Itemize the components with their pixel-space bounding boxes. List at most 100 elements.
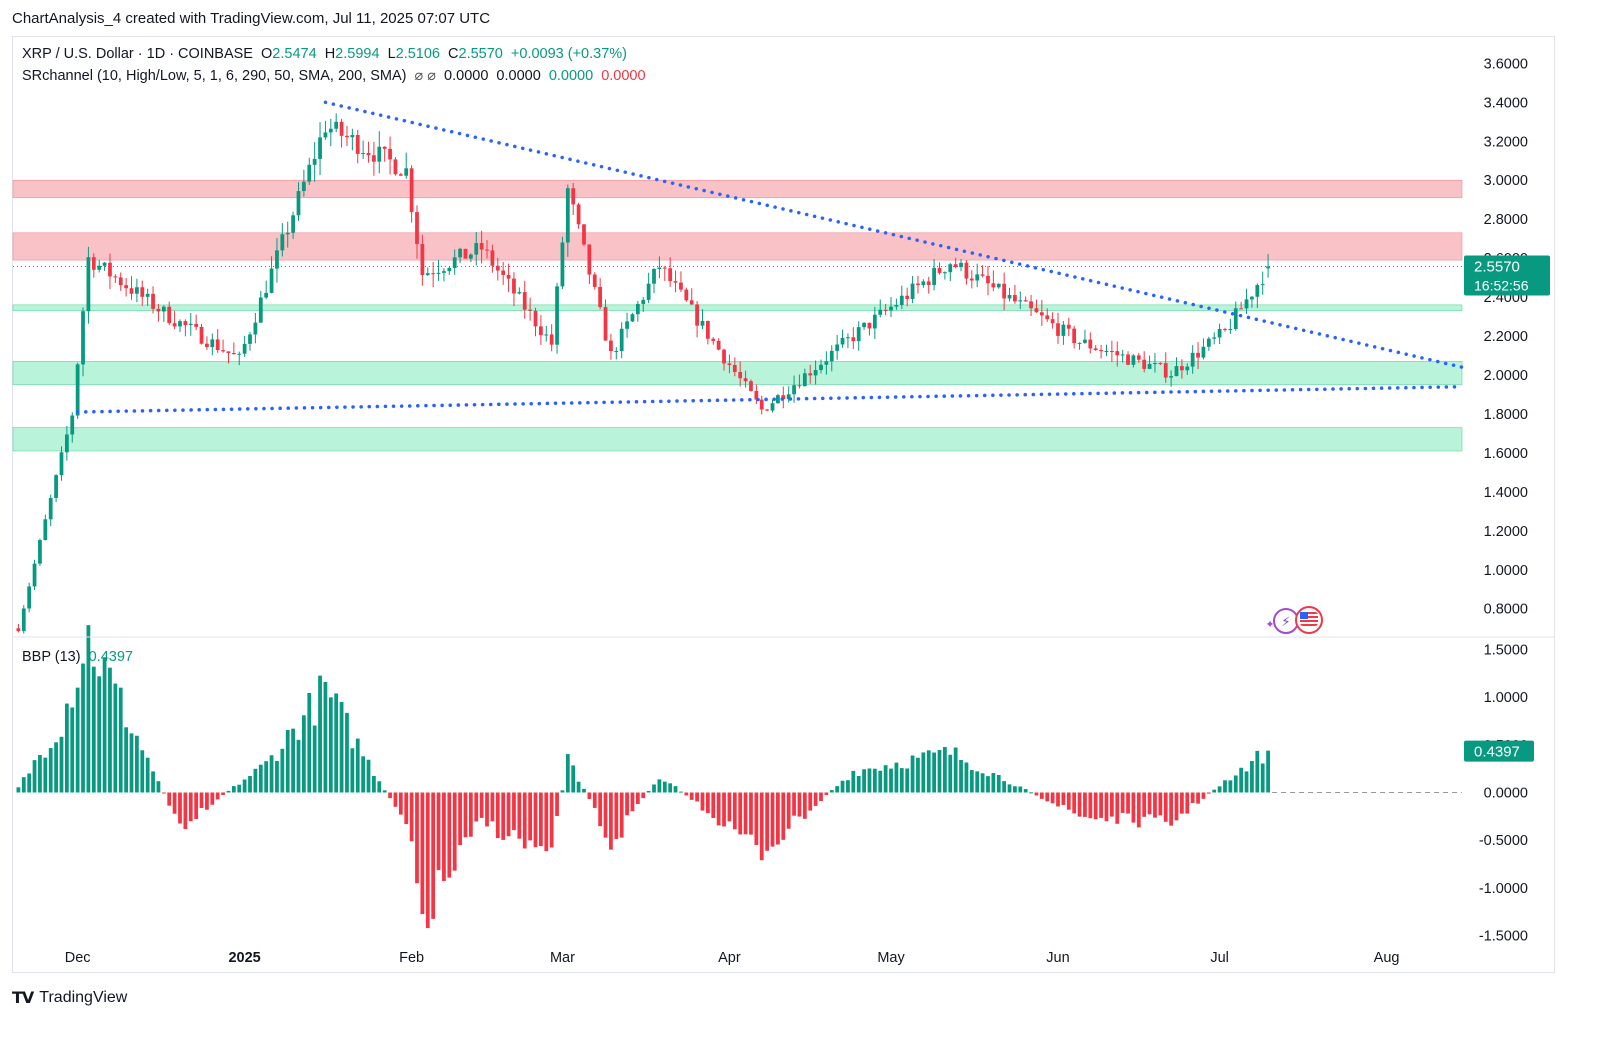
time-tick-label: Dec bbox=[65, 950, 91, 966]
bbp-bar bbox=[1142, 792, 1147, 817]
candle-body bbox=[522, 292, 527, 310]
bbp-bar bbox=[544, 792, 549, 852]
bbp-bar bbox=[194, 792, 199, 819]
bbp-bar bbox=[135, 735, 139, 793]
candle-body bbox=[366, 153, 371, 156]
bbp-bar bbox=[630, 792, 635, 812]
time-tick-label: Mar bbox=[550, 950, 575, 966]
candle-body bbox=[668, 268, 673, 282]
candle-body bbox=[1180, 366, 1184, 371]
ohlc-open: O2.5474 bbox=[261, 46, 317, 62]
bbp-bar bbox=[161, 792, 166, 794]
bbp-bar bbox=[495, 792, 500, 839]
candle-body bbox=[490, 250, 495, 266]
candle-body bbox=[1050, 319, 1055, 324]
bbp-bar bbox=[872, 768, 877, 793]
candle-body bbox=[102, 262, 107, 266]
bbp-bar bbox=[318, 675, 322, 793]
bbp-bar bbox=[1136, 792, 1141, 828]
bbp-bar bbox=[1077, 792, 1082, 817]
bbp-bar bbox=[382, 790, 387, 793]
bbp-bar bbox=[215, 792, 220, 800]
indicator-title[interactable]: SRchannel (10, High/Low, 5, 1, 6, 290, 5… bbox=[22, 68, 407, 84]
candle-body bbox=[1201, 346, 1206, 358]
candle-body bbox=[856, 327, 861, 342]
candle-body bbox=[32, 563, 37, 587]
candle-body bbox=[210, 339, 215, 348]
bbp-bar bbox=[468, 792, 473, 837]
candle-body bbox=[425, 273, 430, 276]
flag-stripe bbox=[1300, 622, 1318, 624]
candle-body bbox=[118, 277, 123, 286]
price-tags[interactable]: 2.5570 16:52:56 0.4397 bbox=[1464, 255, 1550, 762]
bbp-bar bbox=[975, 771, 980, 793]
candle-body bbox=[808, 373, 813, 376]
bbp-bar bbox=[652, 784, 656, 793]
candle-body bbox=[797, 385, 802, 387]
bbp-bar bbox=[442, 792, 446, 881]
candle-body bbox=[167, 306, 172, 324]
price-tick-label: 3.4000 bbox=[1484, 95, 1528, 111]
bbp-bar bbox=[21, 777, 26, 793]
bbp-bar bbox=[140, 750, 145, 793]
bbp-value-tag[interactable] bbox=[1464, 740, 1534, 762]
candle-body bbox=[1217, 328, 1222, 338]
candle-body bbox=[442, 271, 446, 273]
bbp-bar bbox=[1056, 792, 1060, 807]
candle-body bbox=[916, 283, 920, 286]
sparkle-icon: ✦ bbox=[1265, 619, 1274, 631]
indicator-value-2: 0.0000 bbox=[496, 68, 541, 84]
candle-body bbox=[129, 288, 134, 294]
bbp-bar bbox=[959, 759, 963, 793]
price-tick-label: 3.6000 bbox=[1484, 56, 1528, 72]
candle-body bbox=[1109, 351, 1114, 353]
bbp-bar bbox=[522, 792, 527, 849]
resistance-zone bbox=[12, 232, 1463, 261]
candle-body bbox=[555, 286, 559, 345]
bbp-bar bbox=[458, 792, 462, 846]
symbol-title[interactable]: XRP / U.S. Dollar · 1D · COINBASE bbox=[22, 46, 253, 62]
bbp-bar bbox=[1217, 786, 1222, 793]
candle-body bbox=[231, 352, 236, 355]
bbp-bar bbox=[490, 792, 495, 822]
bbp-tick-label: -0.5000 bbox=[1479, 833, 1528, 849]
candle-body bbox=[722, 349, 726, 364]
candle-body bbox=[829, 350, 834, 362]
candle-body bbox=[1104, 351, 1109, 353]
candle-body bbox=[528, 309, 533, 311]
sr-zones bbox=[12, 179, 1463, 452]
candle-body bbox=[689, 300, 694, 305]
candle-body bbox=[1088, 339, 1093, 349]
candle-body bbox=[199, 326, 204, 344]
bbp-bar bbox=[1239, 767, 1244, 793]
lightning-icon: ⚡ bbox=[1281, 614, 1290, 629]
bbp-bar bbox=[1196, 792, 1200, 804]
candle-body bbox=[1174, 366, 1179, 377]
bbp-bar bbox=[786, 792, 791, 829]
bbp-value: 0.4397 bbox=[88, 649, 133, 665]
bbp-bar bbox=[695, 792, 699, 802]
bbp-bar bbox=[679, 791, 683, 793]
bbp-bar bbox=[797, 792, 802, 817]
bbp-bar bbox=[587, 792, 592, 799]
tradingview-logo[interactable]: 𝗧𝗩 TradingView bbox=[12, 988, 127, 1008]
last-price-tag[interactable] bbox=[1464, 255, 1550, 296]
bbp-bar bbox=[54, 742, 58, 793]
bbp-bar bbox=[323, 681, 328, 793]
bbp-bar bbox=[1174, 792, 1179, 821]
bbp-bar bbox=[248, 776, 252, 793]
ohlc-high: H2.5994 bbox=[324, 46, 380, 62]
candle-body bbox=[248, 334, 252, 344]
event-icons[interactable]: ⚡ ✦ bbox=[1265, 606, 1323, 634]
bbp-bar bbox=[565, 754, 570, 793]
bbp-bar bbox=[926, 750, 931, 793]
candle-body bbox=[1023, 300, 1028, 302]
bbp-bar bbox=[539, 792, 543, 847]
bbp-bar bbox=[97, 676, 102, 793]
bbp-bar bbox=[1066, 792, 1071, 810]
bbp-bar bbox=[732, 792, 737, 830]
candle-body bbox=[673, 281, 678, 283]
bbp-bar bbox=[555, 792, 559, 816]
bbp-title[interactable]: BBP (13) bbox=[22, 649, 81, 665]
bbp-bar bbox=[883, 765, 888, 793]
